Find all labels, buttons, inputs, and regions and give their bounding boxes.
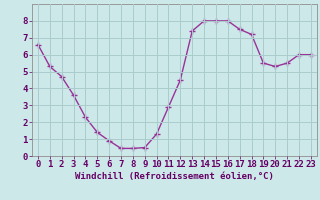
X-axis label: Windchill (Refroidissement éolien,°C): Windchill (Refroidissement éolien,°C): [75, 172, 274, 181]
